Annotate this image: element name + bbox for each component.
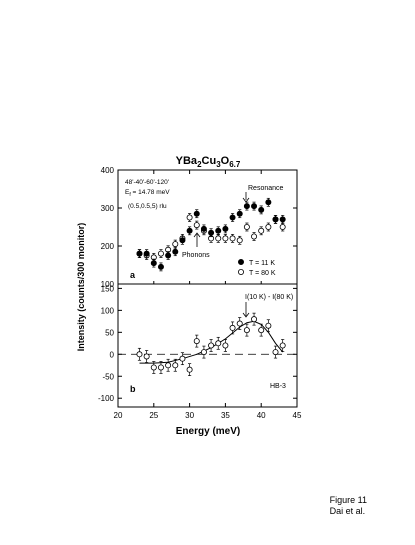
series-difference-point: [136, 351, 143, 358]
series-11k-point: [236, 210, 243, 217]
series-11k-point: [193, 210, 200, 217]
series-11k-point: [186, 227, 193, 234]
series-80k-point: [193, 222, 200, 229]
series-difference-point: [179, 355, 186, 362]
series-difference-point: [215, 340, 222, 347]
series-11k-point: [279, 216, 286, 223]
x-axis-label: Energy (meV): [176, 426, 240, 437]
series-11k-point: [165, 252, 172, 259]
resonance-label: Resonance: [248, 185, 284, 192]
y-axis-label: Intensity (counts/300 monitor): [76, 223, 86, 352]
series-80k-point: [172, 241, 179, 248]
series-11k-point: [251, 203, 258, 210]
series-difference-point: [243, 327, 250, 334]
series-11k-point: [200, 225, 207, 232]
y-tick-label-a: 300: [101, 204, 115, 213]
series-difference-point: [279, 342, 286, 349]
x-tick-label: 30: [185, 411, 194, 420]
settings-final-energy: Ef = 14.78 meV: [125, 189, 170, 198]
series-difference-point: [150, 364, 157, 371]
series-11k-point: [229, 214, 236, 221]
x-tick-label: 45: [293, 411, 302, 420]
series-11k-point: [179, 237, 186, 244]
legend-80k-label: T = 80 K: [249, 270, 276, 277]
series-difference-point: [157, 364, 164, 371]
series-11k-point: [143, 250, 150, 257]
figure-caption: Figure 11 Dai et al.: [330, 495, 367, 517]
marks-layer: [136, 197, 286, 377]
legend-11k-marker: [237, 258, 244, 265]
y-tick-label-b: 50: [105, 328, 114, 337]
series-80k-point: [186, 214, 193, 221]
series-80k-point: [215, 235, 222, 242]
y-tick-label-b: -100: [98, 394, 115, 403]
x-tick-label: 40: [257, 411, 266, 420]
x-tick-label: 35: [221, 411, 230, 420]
series-11k-point: [215, 227, 222, 234]
panel-b-letter: b: [130, 384, 136, 394]
series-difference-point: [172, 362, 179, 369]
series-11k-point: [157, 263, 164, 270]
series-80k-point: [229, 235, 236, 242]
series-difference-point: [229, 324, 236, 331]
series-difference-point: [222, 342, 229, 349]
y-tick-label-b: 100: [101, 306, 115, 315]
series-80k-point: [243, 223, 250, 230]
series-80k-point: [236, 237, 243, 244]
phonons-arrow-head: [193, 232, 201, 238]
series-11k-point: [258, 206, 265, 213]
series-difference-point: [186, 366, 193, 373]
series-11k-point: [265, 199, 272, 206]
series-difference-point: [208, 342, 215, 349]
series-difference-point: [258, 327, 265, 334]
series-11k-point: [243, 203, 250, 210]
y-tick-label-b: -50: [102, 372, 114, 381]
series-difference-point: [143, 353, 150, 360]
series-difference-point: [193, 338, 200, 345]
phonons-label: Phonons: [182, 252, 210, 259]
series-11k-point: [272, 216, 279, 223]
x-tick-label: 25: [149, 411, 158, 420]
series-80k-point: [222, 235, 229, 242]
series-80k-point: [157, 250, 164, 257]
series-11k-point: [208, 229, 215, 236]
series-80k-point: [251, 233, 258, 240]
difference-arrow-head: [242, 312, 250, 318]
series-11k-point: [136, 250, 143, 257]
series-difference-point: [265, 322, 272, 329]
series-11k-point: [222, 225, 229, 232]
series-difference-point: [236, 320, 243, 327]
panel-a-letter: a: [130, 270, 136, 280]
y-tick-label-b: 0: [110, 350, 115, 359]
settings-q-position: (0.5,0.5,5) rlu: [128, 203, 167, 210]
series-80k-point: [258, 227, 265, 234]
y-tick-label-b: 150: [101, 284, 115, 293]
series-80k-point: [265, 223, 272, 230]
series-11k-point: [150, 260, 157, 267]
settings-collimation: 48'-40'-60'-120': [125, 179, 169, 186]
series-80k-point: [279, 223, 286, 230]
y-tick-label-a: 200: [101, 242, 115, 251]
instrument-label: HB-3: [270, 383, 286, 390]
caption-authors: Dai et al.: [329, 506, 366, 516]
y-tick-label-a: 400: [101, 166, 115, 175]
series-difference-point: [200, 349, 207, 356]
difference-label: I(10 K) - I(80 K): [245, 294, 293, 301]
panel-b-frame: [117, 283, 298, 408]
x-tick-label: 20: [114, 411, 123, 420]
series-difference-point: [165, 362, 172, 369]
legend-80k-marker: [237, 268, 244, 275]
y-tick-label-a: 100: [101, 280, 115, 289]
caption-figure-number: Figure 11: [329, 495, 367, 505]
legend-11k-label: T = 11 K: [249, 260, 275, 267]
series-11k-point: [172, 248, 179, 255]
series-difference-point: [272, 349, 279, 356]
series-difference-point: [251, 316, 258, 323]
chart-title: YBa2Cu3O6.7: [176, 155, 241, 169]
